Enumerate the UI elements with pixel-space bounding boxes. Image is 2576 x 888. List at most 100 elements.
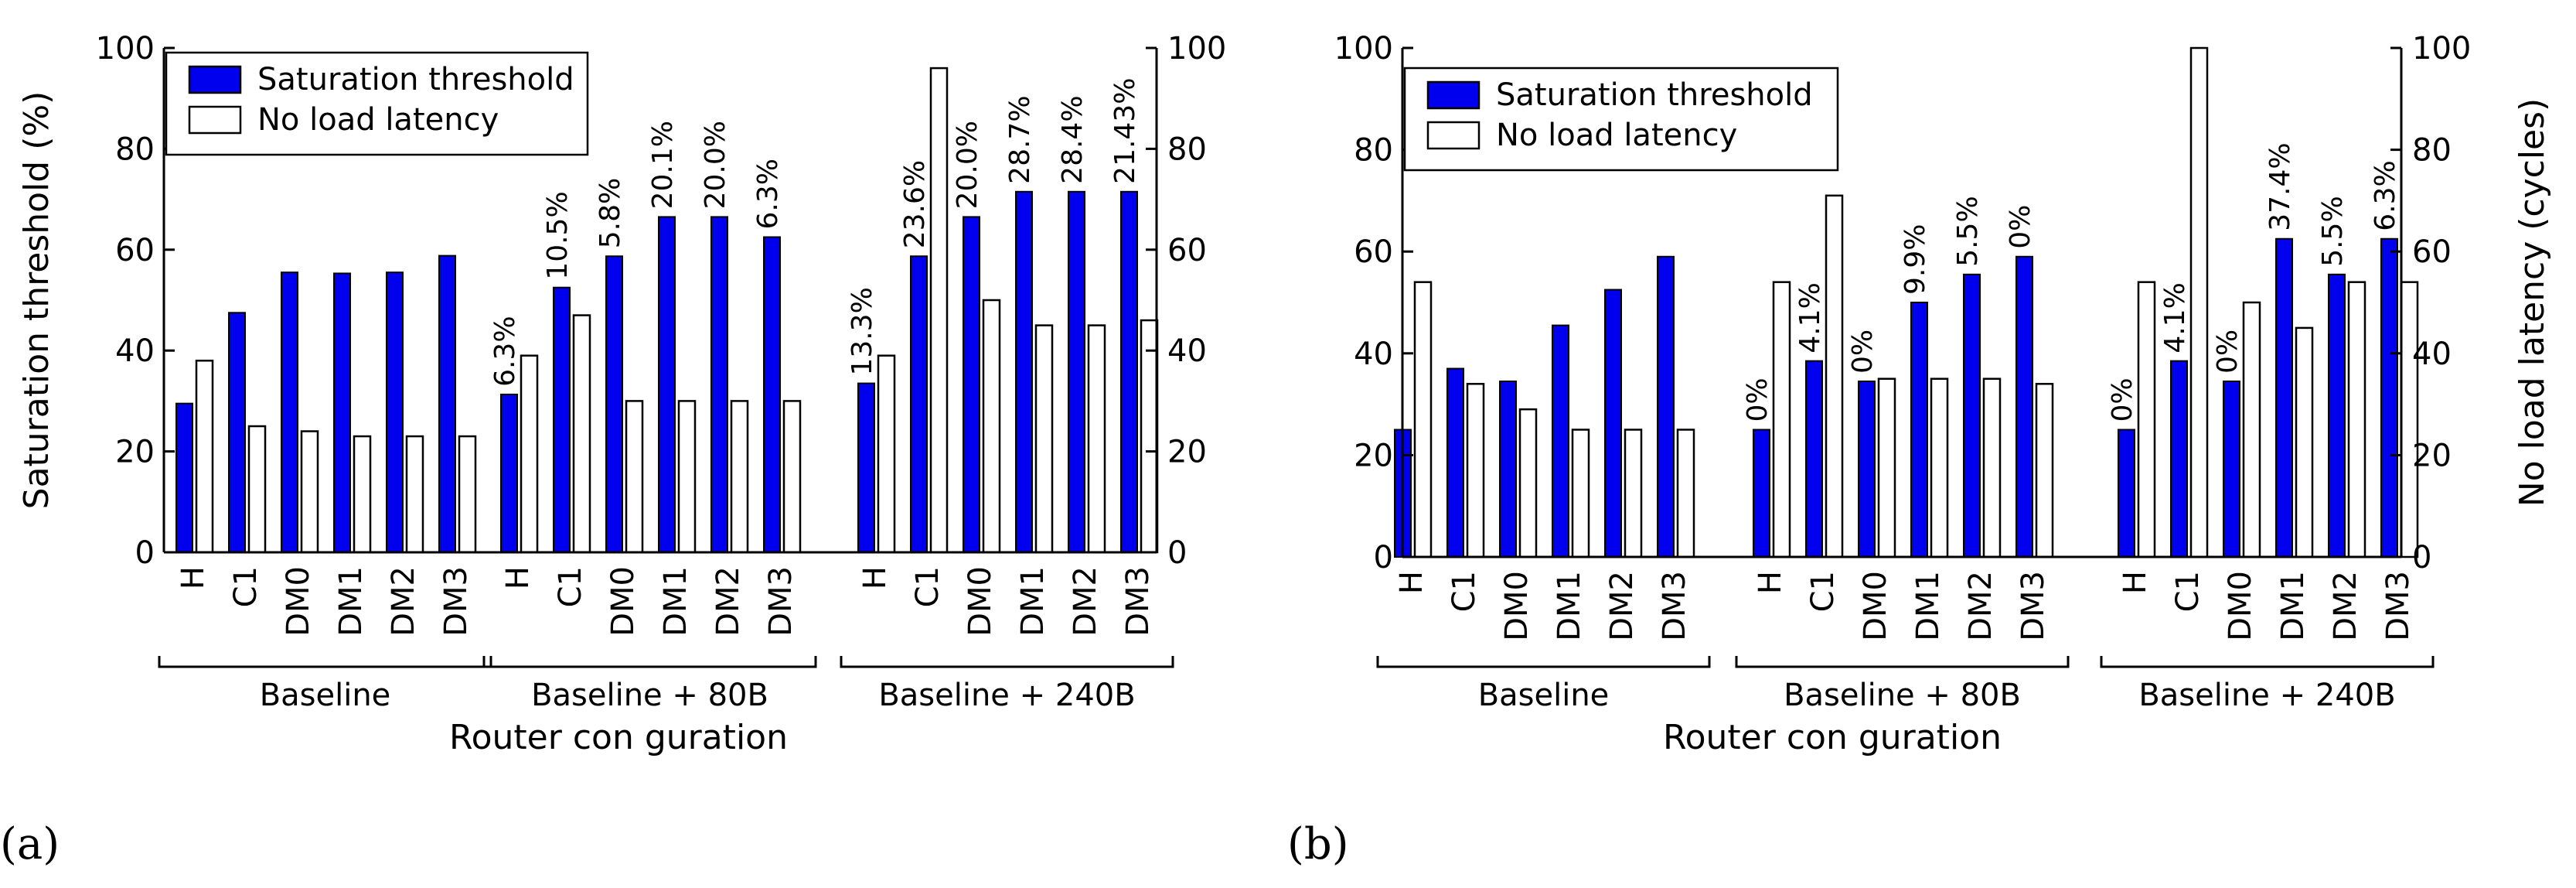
percent-label: 4.1%	[2159, 282, 2191, 353]
category-label: DM0	[281, 566, 316, 637]
saturation-bar	[2170, 360, 2188, 558]
saturation-bar	[1499, 380, 1517, 558]
latency-bar	[982, 299, 1001, 554]
category-label: DM0	[1858, 571, 1893, 641]
group-bracket	[158, 656, 492, 668]
right-tick-label: 100	[1167, 31, 1226, 67]
percent-label: 28.7%	[1004, 95, 1036, 183]
left-tick-label: 20	[115, 435, 155, 470]
latency-bar	[1571, 429, 1590, 558]
saturation-bar	[1068, 190, 1085, 553]
saturation-bar	[1858, 380, 1876, 558]
percent-label: 13.3%	[847, 287, 878, 375]
category-label: C1	[910, 566, 946, 607]
percent-label: 23.6%	[899, 160, 931, 248]
latency-bar	[782, 400, 802, 554]
chart-panel-b: H C1 DM0 DM1 DM2 DM3 Baseline H 0% C1 4.1% DM0 0% DM1…	[1287, 31, 2552, 869]
latency-bar	[877, 354, 896, 554]
latency-bar	[1930, 377, 1949, 558]
saturation-bar	[438, 254, 456, 553]
saturation-bar	[710, 216, 728, 553]
bar-group-2: H 0% C1 4.1% DM0 0% DM1 37.4% DM2 5.5% DM3 6.3% Base…	[2100, 46, 2435, 713]
percent-label: 21.43%	[1109, 78, 1141, 184]
percent-label: 6.3%	[752, 159, 784, 229]
saturation-bar	[1805, 360, 1823, 558]
latency-bar	[1034, 324, 1054, 554]
right-tick-label: 80	[1167, 131, 1207, 167]
bar-group-1: H 6.3% C1 10.5% DM0 5.8% DM1 20.1% DM2 20.0% DM3 6.…	[482, 121, 817, 713]
latency-bar	[2035, 383, 2054, 558]
percent-label: 20.0%	[700, 121, 731, 209]
saturation-bar	[175, 402, 193, 553]
left-tick-label: 20	[1354, 438, 1393, 473]
right-tick-label: 60	[2412, 234, 2452, 270]
latency-bar	[300, 430, 319, 554]
latency-bar	[1140, 319, 1159, 554]
left-tick-label: 100	[1334, 31, 1393, 67]
saturation-bar	[386, 272, 404, 553]
x-axis-title: Router con guration	[1663, 718, 2002, 757]
left-tick-label: 100	[96, 31, 155, 67]
saturation-bar	[605, 255, 623, 553]
category-label: DM3	[1120, 566, 1156, 637]
right-tick-label: 40	[1167, 333, 1207, 369]
percent-label: 0%	[2212, 330, 2244, 374]
category-label: H	[175, 566, 211, 589]
latency-bar	[1825, 194, 1844, 558]
category-label: DM1	[1552, 571, 1587, 641]
legend-swatch-saturation	[1426, 80, 1481, 110]
saturation-bar	[1753, 429, 1770, 558]
category-label: DM0	[605, 566, 641, 637]
category-label: DM0	[2223, 571, 2258, 641]
category-label: DM2	[710, 566, 746, 637]
latency-bar	[2295, 326, 2314, 558]
latency-bar	[520, 354, 539, 554]
chart-panel-a: H C1 DM0 DM1 DM2 DM3 Baseline H 6.3% C1 10.5% DM0 5.…	[0, 31, 1226, 869]
category-label: DM1	[2275, 571, 2311, 641]
category-label: H	[500, 566, 536, 589]
category-label: DM1	[333, 566, 369, 637]
group-label: Baseline	[260, 678, 391, 713]
legend: Saturation threshold No load latency	[165, 51, 589, 156]
saturation-bar	[228, 312, 246, 553]
category-label: H	[1394, 571, 1429, 594]
latency-bar	[730, 400, 749, 554]
latency-bar	[458, 435, 477, 554]
percent-label: 10.5%	[542, 191, 574, 279]
category-label: H	[857, 566, 893, 589]
percent-label: 9.9%	[1900, 224, 1931, 295]
percent-label: 6.3%	[489, 316, 521, 386]
latency-bar	[1982, 377, 2002, 558]
category-label: DM3	[2015, 571, 2051, 641]
right-tick-label: 80	[2412, 133, 2452, 169]
category-label: C1	[553, 566, 588, 607]
saturation-bar	[1604, 289, 1622, 558]
saturation-bar	[658, 216, 676, 553]
saturation-bar	[1120, 190, 1138, 553]
legend-label: Saturation threshold	[1496, 77, 1813, 113]
saturation-bar	[910, 255, 928, 553]
category-label: DM1	[1015, 566, 1051, 637]
group-label: Baseline + 240B	[878, 678, 1135, 713]
bar-group-1: H 0% C1 4.1% DM0 0% DM1 9.9% DM2 5.5% DM3 0% Baselin…	[1735, 194, 2070, 713]
group-label: Baseline + 80B	[531, 678, 768, 713]
latency-bar	[2242, 301, 2261, 558]
bar-group-2: H 13.3% C1 23.6% DM0 20.0% DM1 28.7% DM2 28.4% DM3…	[840, 67, 1174, 713]
saturation-bar	[1015, 190, 1033, 553]
panel-label: (a)	[0, 819, 60, 869]
group-label: Baseline + 240B	[2138, 678, 2395, 713]
category-label: C1	[1805, 571, 1841, 612]
saturation-bar	[1910, 302, 1928, 558]
legend-swatch-saturation	[188, 65, 242, 94]
saturation-bar	[1446, 367, 1464, 558]
percent-label: 20.0%	[952, 121, 983, 209]
category-label: H	[2118, 571, 2153, 594]
saturation-bar	[500, 393, 518, 554]
group-bracket	[840, 656, 1174, 668]
right-tick-label: 40	[2412, 336, 2452, 372]
saturation-bar	[1963, 273, 1981, 558]
latency-bar	[1624, 429, 1643, 558]
left-tick-label: 80	[1354, 133, 1393, 169]
category-label: DM3	[2380, 571, 2416, 641]
